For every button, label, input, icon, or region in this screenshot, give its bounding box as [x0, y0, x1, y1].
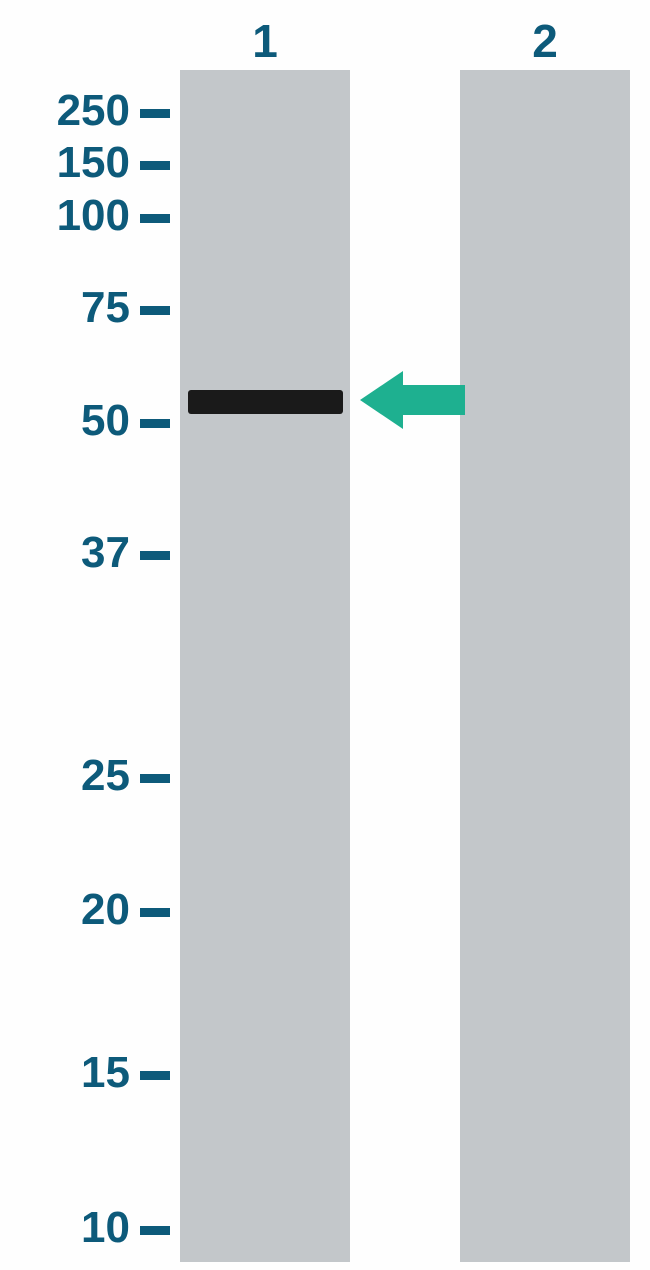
lane-1-header: 1: [250, 14, 280, 68]
marker-tick: [140, 306, 170, 315]
marker-label: 250: [57, 89, 130, 133]
marker-label: 25: [81, 754, 130, 798]
marker-tick: [140, 214, 170, 223]
marker-label: 75: [81, 286, 130, 330]
marker-tick: [140, 109, 170, 118]
marker-label: 100: [57, 194, 130, 238]
marker-label: 20: [81, 888, 130, 932]
arrow-indicator: [360, 371, 465, 429]
marker-tick: [140, 908, 170, 917]
marker-label: 150: [57, 141, 130, 185]
lane-2: [460, 70, 630, 1262]
marker-tick: [140, 551, 170, 560]
arrow-left-icon: [360, 371, 465, 429]
blot-container: 1 2 250 150 100 75 50 37 25 20 15 10: [0, 0, 650, 1270]
marker-label: 50: [81, 399, 130, 443]
protein-band: [188, 390, 343, 414]
marker-tick: [140, 774, 170, 783]
marker-tick: [140, 161, 170, 170]
lane-2-header: 2: [530, 14, 560, 68]
lane-1: [180, 70, 350, 1262]
marker-tick: [140, 1071, 170, 1080]
marker-tick: [140, 419, 170, 428]
marker-label: 15: [81, 1051, 130, 1095]
marker-tick: [140, 1226, 170, 1235]
marker-label: 37: [81, 531, 130, 575]
marker-label: 10: [81, 1206, 130, 1250]
